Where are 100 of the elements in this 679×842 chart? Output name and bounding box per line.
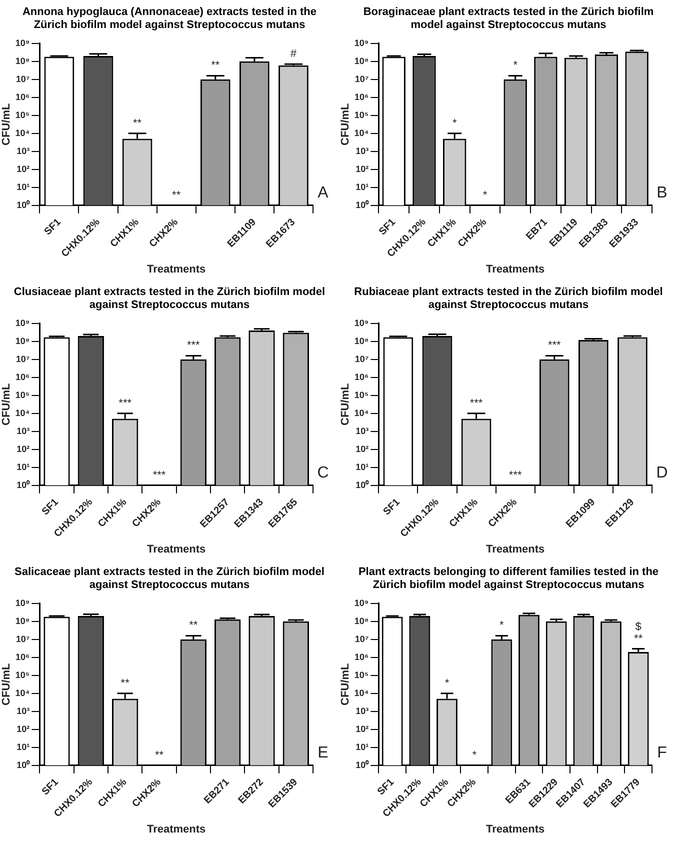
- y-tick-label: 10⁷: [16, 634, 30, 644]
- y-tick-label: 10¹: [356, 462, 369, 472]
- y-tick-label: 10⁶: [354, 92, 369, 102]
- y-tick-label: 10⁷: [16, 354, 30, 364]
- annotation: **: [120, 677, 130, 690]
- y-tick-label: 10⁰: [356, 760, 370, 770]
- annotation: ***: [152, 469, 166, 482]
- y-tick-label: 10⁴: [354, 688, 369, 698]
- y-tick-label: 10²: [356, 164, 369, 174]
- y-tick-label: 10⁰: [356, 480, 370, 490]
- y-tick-label: 10⁰: [16, 200, 31, 210]
- y-tick-label: 10⁵: [15, 390, 30, 400]
- y-tick-label: 10³: [16, 426, 30, 436]
- text: A: [318, 184, 329, 202]
- y-tick-label: 10⁶: [16, 372, 30, 382]
- y-tick-label: 10²: [16, 164, 30, 174]
- y-tick-label: 10⁹: [354, 318, 369, 328]
- y-tick-label: 10⁸: [15, 616, 30, 626]
- annotation: **: [189, 620, 198, 632]
- y-tick-label: 10¹: [16, 742, 30, 752]
- y-tick-label: 10⁰: [16, 480, 31, 490]
- chart-title: Boraginaceae plant extracts tested in the Zürich biofilm model against Streptococcus mutans: [362, 5, 655, 33]
- y-tick-label: 10⁵: [354, 390, 369, 400]
- x-axis-title: Treatments: [146, 543, 206, 556]
- y-tick-label: 10¹: [16, 462, 30, 472]
- annotation: #: [290, 48, 298, 60]
- y-tick-label: 10⁴: [15, 128, 30, 138]
- y-tick-label: 10⁸: [354, 616, 369, 626]
- y-tick-label: 10³: [16, 146, 30, 156]
- annotation: ***: [186, 340, 201, 352]
- y-tick-label: 10¹: [16, 182, 30, 192]
- annotation: ***: [548, 340, 562, 352]
- y-tick-label: 10⁵: [15, 110, 30, 120]
- y-tick-label: 10³: [356, 426, 369, 436]
- y-tick-label: 10⁷: [354, 74, 369, 84]
- y-tick-label: 10⁸: [15, 336, 30, 346]
- y-axis-title: CFU/mL: [0, 383, 13, 426]
- x-axis-title: Treatments: [486, 823, 545, 836]
- y-tick-label: 10⁹: [15, 598, 30, 608]
- annotation: *: [452, 117, 458, 130]
- y-tick-label: 10⁰: [356, 200, 370, 210]
- x-axis-title: Treatments: [146, 263, 206, 276]
- annotation: *: [513, 60, 518, 72]
- y-axis-title: CFU/mL: [340, 103, 352, 146]
- y-tick-label: 10⁴: [354, 408, 369, 418]
- annotation: $: [635, 620, 642, 633]
- annotation: *: [500, 620, 505, 632]
- annotation: **: [133, 117, 142, 130]
- y-axis-title: CFU/mL: [0, 663, 13, 706]
- y-tick-label: 10⁶: [16, 652, 30, 662]
- x-axis-title: Treatments: [486, 543, 545, 556]
- y-tick-label: 10⁶: [354, 372, 369, 382]
- y-tick-label: 10⁹: [15, 38, 30, 48]
- y-tick-label: 10²: [16, 444, 30, 454]
- y-tick-label: 10³: [16, 706, 30, 716]
- x-tick-label: SF1: [42, 216, 64, 238]
- annotation: **: [211, 60, 220, 72]
- y-tick-label: 10³: [356, 146, 369, 156]
- text: D: [656, 464, 668, 482]
- y-tick-label: 10¹: [356, 742, 369, 752]
- y-tick-label: 10⁵: [354, 110, 369, 120]
- y-tick-label: 10⁵: [15, 670, 30, 680]
- y-tick-label: 10⁴: [15, 408, 30, 418]
- text: F: [657, 744, 668, 762]
- y-tick-label: 10⁹: [354, 598, 369, 608]
- y-tick-label: 10⁴: [354, 128, 369, 138]
- y-tick-label: 10²: [356, 444, 369, 454]
- text: E: [318, 744, 328, 762]
- annotation: *: [444, 677, 450, 690]
- chart-title: Annona hypoglauca (Annonaceae) extracts tested in the Zürich biofilm model against Streptococcus mutans: [21, 5, 318, 33]
- y-tick-label: 10⁶: [354, 652, 369, 662]
- y-tick-label: 10²: [16, 724, 30, 734]
- y-axis-title: CFU/mL: [340, 663, 352, 706]
- y-tick-label: 10³: [356, 706, 369, 716]
- chart-title: Salicaceae plant extracts tested in the Zürich biofilm model against Streptococcus mutans: [14, 565, 326, 593]
- chart-title: Plant extracts belonging to different families tested in the Zürich biofilm model against Streptococcus mutans: [357, 565, 660, 593]
- annotation: *: [482, 189, 488, 202]
- y-tick-label: 10⁴: [15, 688, 30, 698]
- annotation: **: [634, 632, 644, 645]
- annotation: ***: [118, 397, 132, 410]
- y-axis-title: CFU/mL: [340, 383, 352, 426]
- y-tick-label: 10⁷: [354, 634, 369, 644]
- text: C: [317, 464, 329, 482]
- y-tick-label: 10⁹: [354, 38, 369, 48]
- annotation: **: [172, 189, 182, 202]
- annotation: ***: [508, 469, 522, 482]
- annotation: **: [154, 749, 164, 762]
- y-tick-label: 10²: [356, 724, 369, 734]
- annotation: *: [472, 749, 478, 762]
- y-tick-label: 10⁷: [354, 354, 369, 364]
- y-axis-title: CFU/mL: [0, 103, 13, 146]
- y-tick-label: 10⁸: [354, 56, 369, 66]
- y-tick-label: 10⁸: [354, 336, 369, 346]
- chart-title: Clusiaceae plant extracts tested in the Zürich biofilm model against Streptococcus mutans: [12, 285, 326, 313]
- chart-title: Rubiaceae plant extracts tested in the Zürich biofilm model against Streptococcus mutans: [353, 285, 664, 313]
- x-axis-title: Treatments: [486, 263, 545, 276]
- y-tick-label: 10⁹: [15, 318, 30, 328]
- annotation: ***: [470, 397, 484, 410]
- y-tick-label: 10⁰: [16, 760, 31, 770]
- y-tick-label: 10⁷: [16, 74, 30, 84]
